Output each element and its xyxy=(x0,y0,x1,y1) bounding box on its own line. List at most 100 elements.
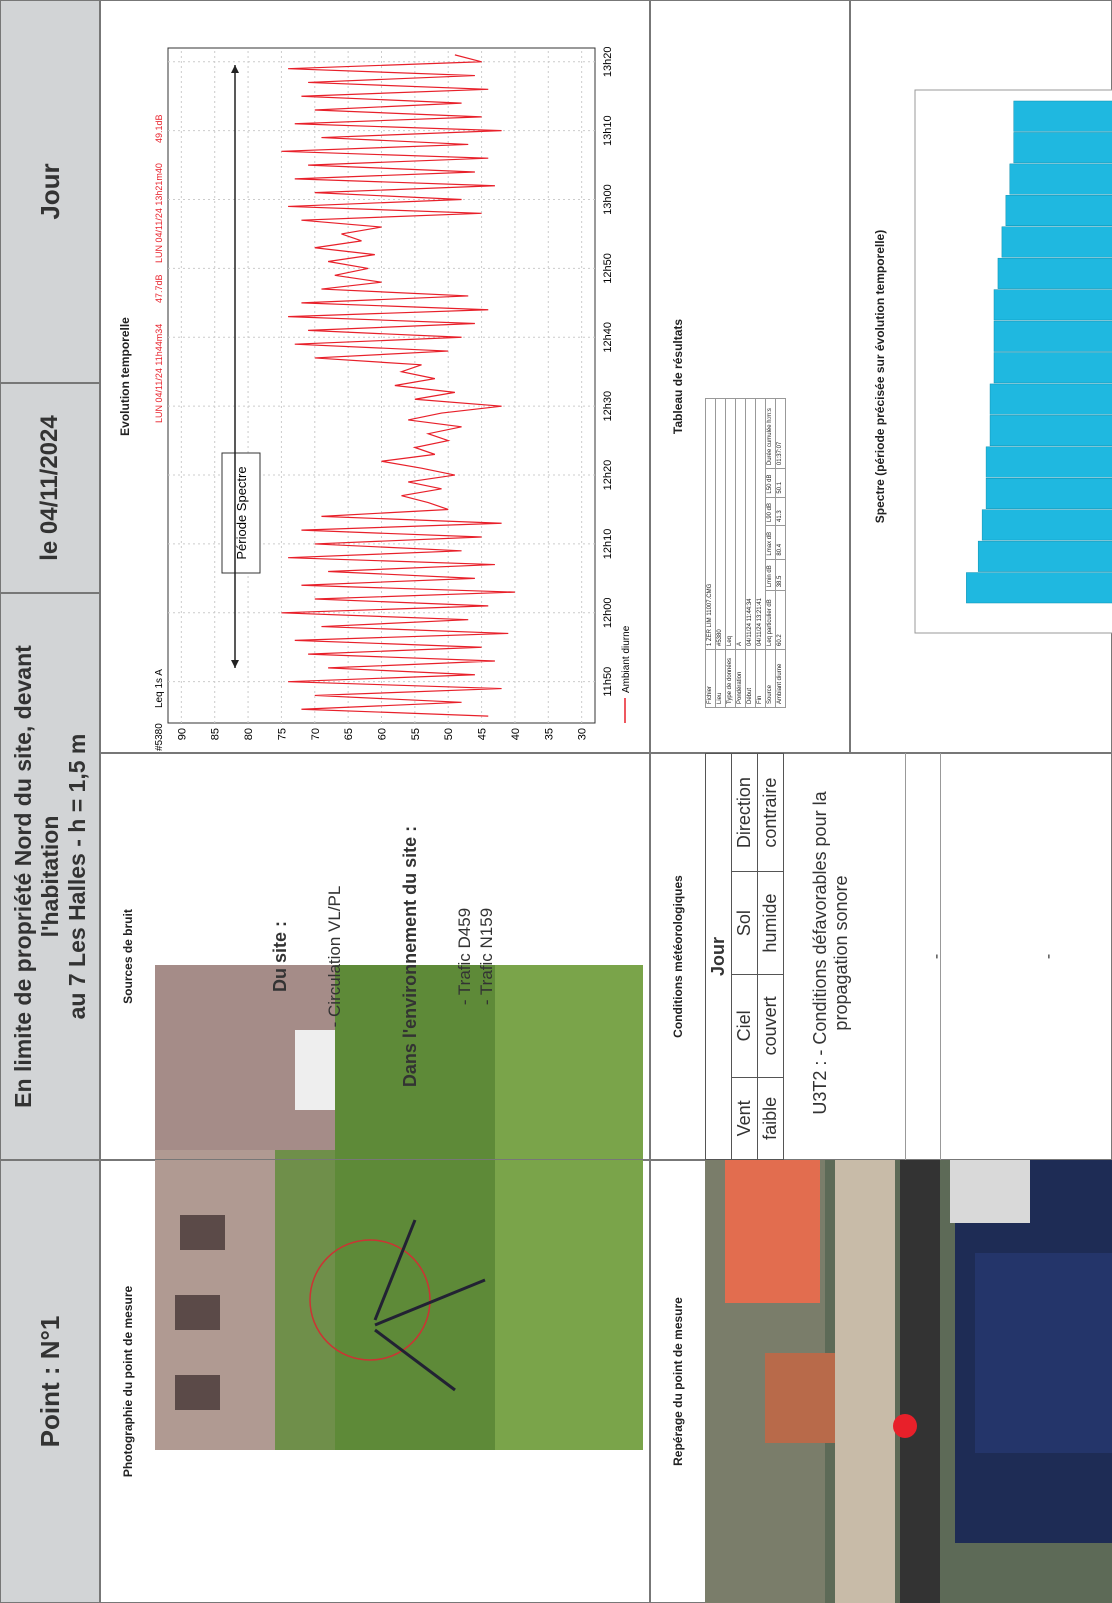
bar xyxy=(1013,100,1112,132)
info-value: Leq xyxy=(725,398,736,650)
y-tick-label: 90 xyxy=(176,728,188,740)
y-tick-label: 70 xyxy=(310,728,322,740)
info-value: 1 ZER LIM 11007.CMG xyxy=(705,398,716,650)
annotation-box xyxy=(221,452,261,574)
cell-value: 80.4 xyxy=(775,525,786,560)
bar xyxy=(989,415,1112,447)
info-label: Pondération xyxy=(735,649,746,708)
cell-value: 01:37:07 xyxy=(775,398,786,469)
title-cell: En limite de propriété Nord du site, dev… xyxy=(0,593,100,1160)
title-line: En limite de propriété Nord du site, dev… xyxy=(9,645,63,1108)
bar xyxy=(989,383,1112,415)
bar xyxy=(1001,226,1112,258)
x-tick-label: 12h20 xyxy=(602,460,614,491)
weather-value: humide xyxy=(757,871,784,975)
bar xyxy=(977,540,1112,572)
section-title: Evolution temporelle xyxy=(118,317,132,436)
bar xyxy=(1013,132,1112,164)
map xyxy=(705,1160,1112,1603)
info-value: A xyxy=(735,398,746,650)
column-header: Source xyxy=(765,649,776,708)
y-tick-label: 35 xyxy=(543,728,555,740)
section-title: Photographie du point de mesure xyxy=(120,1285,135,1478)
cell-value: 41.3 xyxy=(775,497,786,526)
weather-value: faible xyxy=(757,1077,784,1160)
column-header: Lmin dB xyxy=(765,559,776,591)
series-line xyxy=(281,54,515,717)
column-header: L90 dB xyxy=(765,497,776,526)
bar xyxy=(1005,195,1112,226)
weather-value: contraire xyxy=(757,753,784,872)
photo xyxy=(155,965,643,1450)
legend-label: Ambiant diurne xyxy=(621,625,632,693)
start-label: LUN 04/11/24 11h44m34 xyxy=(154,324,164,423)
cell-value: 38.5 xyxy=(775,559,786,591)
info-label: Type de données xyxy=(725,649,736,708)
bar xyxy=(966,572,1112,604)
x-tick-label: 13h20 xyxy=(602,46,614,77)
section-title: Spectre (période précisée sur évolution … xyxy=(873,229,887,524)
weather-value: couvert xyxy=(757,974,784,1078)
column-header: Lmax dB xyxy=(765,525,776,560)
x-tick-label: 11h50 xyxy=(602,667,614,697)
bar xyxy=(985,446,1112,478)
env-item: - Trafic D459 xyxy=(455,907,474,1006)
rule xyxy=(905,753,906,1160)
period: Jour xyxy=(34,163,65,220)
weather-note: U3T2 : - Conditions défavorables pour la… xyxy=(810,791,851,1115)
date-cell: le 04/11/2024 xyxy=(0,383,100,593)
bar xyxy=(981,509,1112,541)
section-title: Sources de bruit xyxy=(120,909,135,1004)
y-tick-label: 60 xyxy=(377,728,389,740)
title-line: au 7 Les Halles - h = 1,5 m xyxy=(63,733,90,1020)
section-title: Repérage du point de mesure xyxy=(670,1297,685,1466)
y-tick-label: 50 xyxy=(443,728,455,740)
bar xyxy=(993,352,1112,384)
bar xyxy=(985,478,1112,509)
info-row: Début 04/11/24 11:44:34 xyxy=(745,398,756,708)
results-table: Fichier 1 ZER LIM 11007.CMG Lieu #5380 Type … xyxy=(705,398,786,708)
column-header: L50 dB xyxy=(765,468,776,498)
info-label: Début xyxy=(745,649,756,708)
section-title: Conditions météorologiques xyxy=(670,875,685,1038)
point-label: Point : N°1 xyxy=(34,1315,65,1448)
info-value: #5380 xyxy=(715,398,726,650)
index-label: Leq 1s A xyxy=(154,669,165,708)
start-value: 47.7dB xyxy=(154,274,164,303)
y-tick-label: 30 xyxy=(577,728,589,740)
y-tick-label: 45 xyxy=(477,728,489,740)
y-tick-label: 85 xyxy=(210,728,222,740)
period-cell: Jour xyxy=(0,0,100,383)
weather-period: Jour xyxy=(705,753,732,1160)
weather-table: Jour Vent Ciel Sol Direction faible couvert hu… xyxy=(705,753,784,1160)
info-label: Fichier xyxy=(705,649,716,708)
header-row: Source Leq particulier dB Lmin dB Lmax dB L9… xyxy=(765,398,776,708)
column-header: Durée cumulée h:m:s xyxy=(765,398,776,469)
info-label: Fin xyxy=(755,649,766,708)
info-row: Fin 04/11/24 13:21:41 xyxy=(755,398,766,708)
y-tick-label: 40 xyxy=(510,728,522,740)
empty-row: - xyxy=(928,953,945,960)
bar xyxy=(993,289,1112,321)
info-label: Lieu xyxy=(715,649,726,708)
empty-row: - xyxy=(1040,953,1057,960)
section-title: Tableau de résultats xyxy=(670,318,685,435)
y-tick-label: 65 xyxy=(343,728,355,740)
x-tick-label: 12h00 xyxy=(602,597,614,628)
point-cell: Point : N°1 xyxy=(0,1160,100,1603)
info-value: 04/11/24 13:21:41 xyxy=(755,398,766,650)
weather-header: Direction xyxy=(731,753,758,872)
info-value: 04/11/24 11:44:34 xyxy=(745,398,756,650)
x-tick-label: 12h30 xyxy=(602,391,614,422)
date: le 04/11/2024 xyxy=(36,415,63,561)
end-label: LUN 04/11/24 13h21m40 xyxy=(154,163,164,263)
y-tick-label: 55 xyxy=(410,728,422,740)
evolution-chart: 30 35 40 45 50 55 60 65 70 75 80 85 90 11h50 12h00 12h1… xyxy=(154,46,632,751)
x-tick-label: 13h10 xyxy=(602,115,614,146)
cell-value: 50.1 xyxy=(775,468,786,498)
annotation: Période Spectre xyxy=(234,466,249,559)
spectrum-chart xyxy=(914,89,1112,634)
cell-value: Ambiant diurne xyxy=(775,649,786,708)
bar xyxy=(1009,163,1112,195)
